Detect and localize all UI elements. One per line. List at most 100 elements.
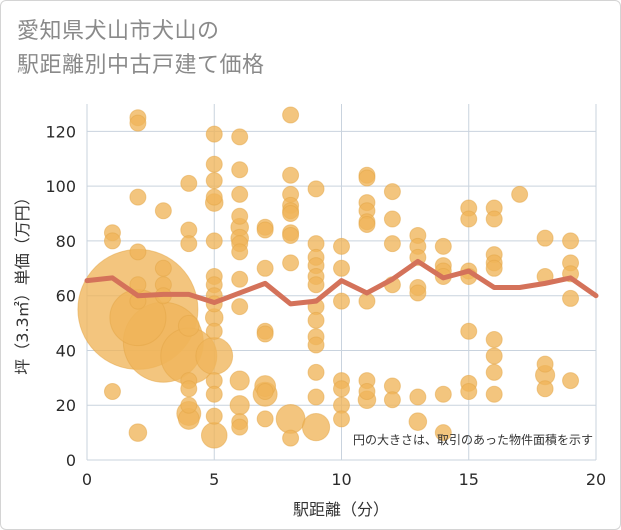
data-bubble [231, 161, 249, 179]
data-bubble [485, 210, 503, 228]
data-bubble [256, 221, 274, 239]
data-bubble [231, 298, 249, 316]
y-tick-label: 0 [66, 451, 76, 470]
data-bubble [282, 106, 300, 124]
data-bubble [536, 355, 554, 373]
data-bubble [409, 284, 427, 302]
data-bubble [205, 155, 223, 173]
data-bubble [103, 232, 121, 250]
data-bubble [333, 237, 350, 255]
data-bubble [129, 114, 147, 132]
data-bubble [205, 172, 223, 190]
data-bubble [282, 429, 300, 447]
data-bubble [231, 185, 249, 203]
data-bubble [434, 385, 452, 403]
data-bubble [282, 226, 300, 244]
data-bubble [231, 418, 249, 436]
data-bubble [205, 188, 223, 206]
data-bubble [307, 388, 325, 406]
x-tick-label: 0 [82, 470, 92, 489]
data-bubble [562, 289, 580, 307]
data-bubble [307, 276, 325, 294]
data-bubble [485, 331, 503, 349]
data-bubble [231, 270, 249, 288]
data-bubble [154, 259, 172, 277]
data-bubble [256, 410, 274, 428]
data-bubble [333, 380, 350, 398]
data-bubble [485, 385, 503, 403]
x-axis-title: 駅距離（分） [293, 500, 389, 519]
data-bubble [180, 235, 198, 253]
y-tick-label: 80 [56, 232, 76, 251]
data-bubble [282, 254, 300, 272]
y-axis-title: 坪（3.3㎡）単価（万円） [13, 189, 32, 374]
data-bubble [103, 383, 121, 401]
data-bubble [256, 259, 274, 277]
average-price-line [84, 258, 599, 307]
data-bubble [154, 202, 172, 220]
data-bubble [511, 185, 529, 203]
data-bubble [434, 237, 452, 255]
x-tick-label: 10 [331, 470, 351, 489]
data-bubble [333, 259, 350, 277]
data-bubble [434, 424, 452, 442]
chart-title-line-1: 愛知県犬山市犬山の [17, 19, 220, 44]
data-bubble [205, 232, 223, 250]
data-bubble [383, 210, 401, 228]
data-bubble [460, 383, 478, 401]
data-bubble [408, 412, 428, 431]
data-bubble [180, 396, 198, 414]
x-tick-label: 5 [209, 470, 219, 489]
chart-title: 愛知県犬山市犬山の 駅距離別中古戸建て価格 [17, 15, 265, 83]
data-bubble [205, 385, 223, 403]
y-tick-label: 20 [56, 396, 76, 415]
data-bubble [301, 413, 331, 442]
x-tick-label: 20 [586, 470, 606, 489]
data-bubble [231, 207, 249, 225]
data-bubble [256, 383, 274, 401]
y-tick-label: 100 [45, 177, 76, 196]
data-bubble [282, 205, 300, 223]
y-axis-ticks: 0 20 40 60 80 100 120 [45, 122, 76, 470]
data-bubble [383, 391, 401, 409]
data-bubble [460, 322, 478, 340]
chart-title-line-2: 駅距離別中古戸建て価格 [17, 53, 265, 78]
data-bubble [358, 215, 376, 233]
data-bubble [383, 183, 401, 201]
data-bubble [229, 370, 250, 391]
data-bubble [177, 314, 200, 337]
y-tick-label: 40 [56, 341, 76, 360]
x-tick-label: 15 [459, 470, 479, 489]
data-bubble [180, 380, 198, 398]
data-bubble [275, 404, 306, 434]
data-bubble [460, 210, 478, 228]
data-bubble [129, 243, 147, 261]
data-bubble [256, 325, 274, 343]
data-bubble [282, 166, 300, 184]
data-bubble [333, 410, 350, 428]
data-bubble [180, 174, 198, 192]
data-bubble [562, 372, 580, 390]
data-bubble [536, 380, 554, 398]
data-bubble [358, 383, 376, 401]
y-tick-label: 60 [56, 287, 76, 306]
data-bubble [205, 125, 223, 143]
data-bubble [358, 292, 376, 310]
data-bubble [333, 292, 350, 310]
bubble-size-note: 円の大きさは、取引のあった物件面積を示す [353, 432, 593, 447]
data-bubble [485, 259, 503, 277]
data-bubble [231, 243, 249, 261]
y-tick-label: 120 [45, 122, 76, 141]
data-bubble [307, 363, 325, 381]
data-bubble [383, 235, 401, 253]
data-bubble [485, 347, 503, 365]
data-bubble [229, 395, 250, 416]
data-bubble [128, 423, 148, 442]
data-bubble [307, 180, 325, 198]
data-bubble [231, 128, 249, 146]
data-bubble [485, 363, 503, 381]
data-bubble [358, 169, 376, 187]
data-bubble [205, 322, 223, 340]
data-bubble [536, 229, 554, 247]
